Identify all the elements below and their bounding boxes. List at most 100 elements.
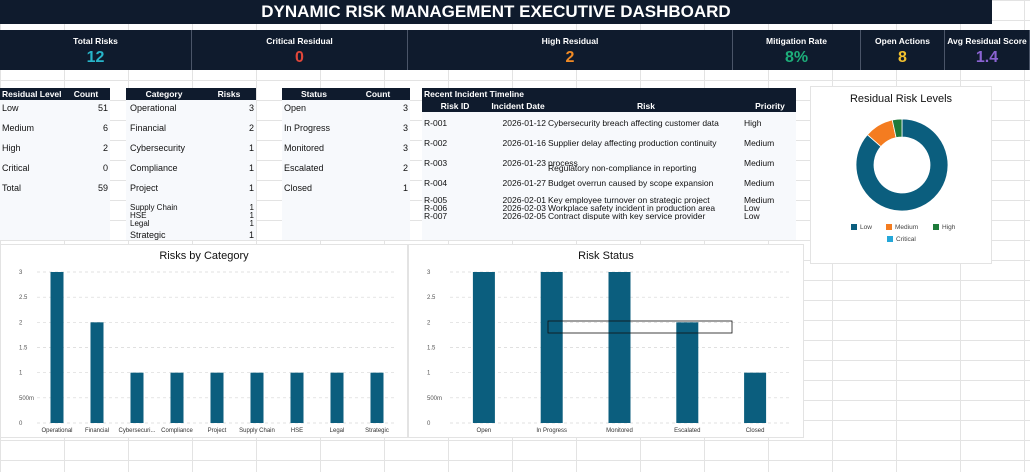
x-tick-label: Financial [85,428,109,434]
category-panel: Category Risks Operational 3 Financial 2 Cyb… [126,88,256,240]
status-row: In Progress 3 [282,120,410,140]
category-name: Strategic [130,230,166,240]
incident-timeline-panel: Recent Incident Timeline Risk ID Inciden… [422,88,796,240]
status-name: Escalated [284,163,324,173]
timeline-row: R-005 2026-02-01 Key employee turnover on … [422,195,796,205]
category-count: 1 [249,219,254,228]
status-panel: Status Count Open 3 In Progress 3 Monitored 3… [282,88,410,240]
bar [290,372,304,423]
status-count: 1 [402,183,408,193]
bar [608,272,631,423]
residual-level: Total [2,183,22,193]
category-row: Compliance 1 [126,160,256,180]
timeline-risk-id: R-002 [424,138,448,148]
status-count: 2 [402,163,408,173]
timeline-priority: Low [744,211,760,221]
timeline-date: 2026-02-01 [502,195,546,205]
y-tick-label: 500m [427,396,442,402]
y-tick-label: 1.5 [19,346,28,352]
residual-level: Low [2,103,19,113]
bar [540,272,563,423]
legend-item-high: High [933,224,956,231]
timeline-row: R-002 2026-01-16 Supplier delay affecting … [422,136,796,156]
residual-count: 6 [102,123,108,133]
x-tick-label: HSE [291,428,303,434]
category-row: Cybersecurity 1 [126,140,256,160]
kpi-value: 1.4 [975,49,999,66]
bar [250,372,264,423]
timeline-date: 2026-02-05 [502,211,546,221]
x-tick-label: Supply Chain [239,428,275,434]
kpi-open-actions: Open Actions 8 [861,30,945,70]
legend-item-low: Low [851,224,872,231]
bar [744,372,767,423]
bar [676,322,699,423]
residual-count: 2 [102,143,108,153]
category-rows: Operational 3 Financial 2 Cybersecurity 1 Comp… [126,100,256,242]
category-chart-title: Risks by Category [159,250,249,262]
timeline-priority: Medium [744,178,775,188]
x-tick-label: In Progress [536,428,567,434]
residual-table-header: Residual Level Count [0,88,110,100]
category-count: 2 [248,123,254,133]
bar [50,272,64,423]
category-bars-svg: 0 500m 1 1.5 2 2.5 3 Operational Financial Cybers… [19,270,397,434]
kpi-critical-residual: Critical Residual 0 [192,30,408,70]
residual-row: Medium 6 [0,120,110,140]
legend-swatch [886,224,892,230]
donut-svg: Low Medium High Critical [851,118,956,243]
residual-row: Critical 0 [0,160,110,180]
kpi-label: Mitigation Rate [766,36,827,46]
status-chart-title: Risk Status [578,250,634,262]
residual-count: 59 [97,183,108,193]
category-row: HSE 1 [126,212,256,220]
timeline-priority: Medium [744,158,775,168]
category-name: Compliance [130,163,178,173]
bar [90,322,104,423]
x-tick-label: Compliance [161,428,193,434]
timeline-date: 2026-01-16 [502,138,546,148]
selection-box[interactable] [547,320,733,334]
status-header: Status [301,89,327,99]
kpi-label: Total Risks [73,36,118,46]
status-name: Monitored [284,143,325,153]
risks-header: Risks [217,89,241,99]
residual-level: High [2,143,21,153]
y-tick-label: 2.5 [427,295,436,301]
timeline-priority: High [744,118,762,128]
category-name: Cybersecurity [130,143,186,153]
legend-item-critical: Critical [887,236,916,243]
x-tick-label: Operational [41,428,72,434]
y-tick-label: 0 [19,421,23,427]
status-name: Closed [284,183,313,193]
risks-by-category-chart: Risks by Category 0 500m 1 1.5 2 2.5 3 Operatio… [0,244,408,438]
status-bars-svg: 0 500m 1 1.5 2 2.5 3 Open In Progress Monitored Es… [427,270,789,434]
y-tick-label: 0 [427,421,431,427]
kpi-mitigation-rate: Mitigation Rate 8% [733,30,861,70]
x-tick-label: Cybersecuri... [118,428,155,434]
bar [330,372,344,423]
category-count: 1 [249,211,254,220]
timeline-row: R-004 2026-01-27 Budget overrun caused by … [422,176,796,196]
x-tick-label: Strategic [365,428,389,434]
bar [130,372,144,423]
status-count: 3 [402,123,408,133]
status-name: In Progress [284,123,331,133]
category-row: Operational 3 [126,100,256,120]
y-tick-label: 2 [427,320,431,326]
residual-risk-levels-chart: Residual Risk Levels Low Medium High Critic… [810,86,992,264]
category-count: 1 [248,163,254,173]
timeline-date: 2026-01-12 [502,118,546,128]
status-row: Closed 1 [282,180,410,200]
legend-label: Critical [896,236,916,243]
kpi-label: Open Actions [875,36,930,46]
residual-row: Total 59 [0,180,110,200]
timeline-row: R-003 2026-01-23 process Medium [422,156,796,176]
y-tick-label: 2.5 [19,295,28,301]
status-row: Escalated 2 [282,160,410,180]
category-count: 1 [248,183,254,193]
category-name: Operational [130,103,177,113]
residual-level-header: Residual Level [2,89,62,99]
residual-level: Critical [2,163,30,173]
kpi-label: High Residual [541,36,599,46]
